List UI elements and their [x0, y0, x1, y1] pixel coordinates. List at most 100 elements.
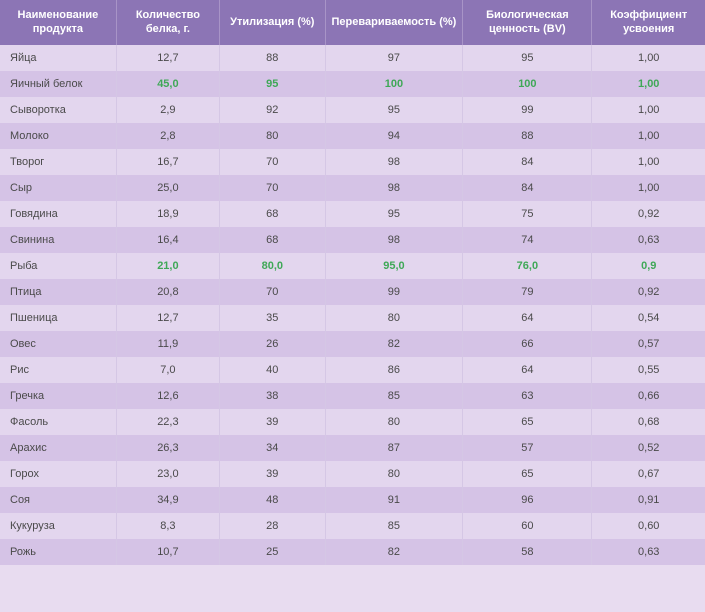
cell-bv: 84	[463, 175, 592, 201]
col-header-bv: Биологическая ценность (BV)	[463, 0, 592, 45]
cell-utilization: 80,0	[220, 253, 325, 279]
cell-protein: 26,3	[116, 435, 219, 461]
cell-name: Пшеница	[0, 305, 116, 331]
table-body: Яйца12,78897951,00Яичный белок45,0951001…	[0, 45, 705, 565]
cell-digestibility: 95	[325, 97, 463, 123]
cell-name: Фасоль	[0, 409, 116, 435]
cell-utilization: 88	[220, 45, 325, 71]
cell-coefficient: 1,00	[592, 71, 705, 97]
cell-protein: 2,9	[116, 97, 219, 123]
cell-bv: 63	[463, 383, 592, 409]
cell-utilization: 39	[220, 461, 325, 487]
cell-coefficient: 0,60	[592, 513, 705, 539]
cell-utilization: 40	[220, 357, 325, 383]
cell-utilization: 70	[220, 279, 325, 305]
cell-digestibility: 98	[325, 149, 463, 175]
cell-bv: 66	[463, 331, 592, 357]
cell-digestibility: 80	[325, 409, 463, 435]
cell-name: Овес	[0, 331, 116, 357]
table-row: Яичный белок45,0951001001,00	[0, 71, 705, 97]
cell-protein: 25,0	[116, 175, 219, 201]
protein-table: Наименование продукта Количество белка, …	[0, 0, 705, 565]
cell-name: Яичный белок	[0, 71, 116, 97]
cell-utilization: 70	[220, 175, 325, 201]
cell-protein: 7,0	[116, 357, 219, 383]
cell-bv: 64	[463, 305, 592, 331]
table-row: Свинина16,46898740,63	[0, 227, 705, 253]
table-row: Яйца12,78897951,00	[0, 45, 705, 71]
cell-bv: 100	[463, 71, 592, 97]
cell-bv: 58	[463, 539, 592, 565]
table-row: Горох23,03980650,67	[0, 461, 705, 487]
col-header-name: Наименование продукта	[0, 0, 116, 45]
cell-coefficient: 0,68	[592, 409, 705, 435]
cell-protein: 10,7	[116, 539, 219, 565]
cell-bv: 84	[463, 149, 592, 175]
cell-name: Яйца	[0, 45, 116, 71]
cell-protein: 23,0	[116, 461, 219, 487]
cell-coefficient: 0,67	[592, 461, 705, 487]
cell-protein: 22,3	[116, 409, 219, 435]
table-row: Гречка12,63885630,66	[0, 383, 705, 409]
table-row: Фасоль22,33980650,68	[0, 409, 705, 435]
cell-digestibility: 99	[325, 279, 463, 305]
cell-protein: 20,8	[116, 279, 219, 305]
cell-name: Арахис	[0, 435, 116, 461]
cell-name: Горох	[0, 461, 116, 487]
cell-digestibility: 85	[325, 513, 463, 539]
cell-protein: 21,0	[116, 253, 219, 279]
cell-protein: 11,9	[116, 331, 219, 357]
cell-digestibility: 91	[325, 487, 463, 513]
cell-bv: 64	[463, 357, 592, 383]
cell-digestibility: 97	[325, 45, 463, 71]
cell-bv: 74	[463, 227, 592, 253]
cell-name: Творог	[0, 149, 116, 175]
cell-utilization: 34	[220, 435, 325, 461]
table-row: Птица20,87099790,92	[0, 279, 705, 305]
table-row: Рис7,04086640,55	[0, 357, 705, 383]
cell-digestibility: 80	[325, 461, 463, 487]
cell-utilization: 68	[220, 201, 325, 227]
cell-name: Рожь	[0, 539, 116, 565]
cell-utilization: 38	[220, 383, 325, 409]
cell-bv: 76,0	[463, 253, 592, 279]
cell-utilization: 48	[220, 487, 325, 513]
cell-protein: 12,7	[116, 305, 219, 331]
cell-utilization: 35	[220, 305, 325, 331]
cell-coefficient: 0,92	[592, 201, 705, 227]
cell-protein: 16,7	[116, 149, 219, 175]
cell-protein: 34,9	[116, 487, 219, 513]
cell-bv: 95	[463, 45, 592, 71]
cell-bv: 96	[463, 487, 592, 513]
cell-name: Гречка	[0, 383, 116, 409]
cell-coefficient: 1,00	[592, 45, 705, 71]
col-header-utilization: Утилизация (%)	[220, 0, 325, 45]
cell-name: Птица	[0, 279, 116, 305]
cell-coefficient: 0,57	[592, 331, 705, 357]
cell-digestibility: 82	[325, 331, 463, 357]
cell-name: Рыба	[0, 253, 116, 279]
cell-digestibility: 100	[325, 71, 463, 97]
cell-digestibility: 94	[325, 123, 463, 149]
table-row: Творог16,77098841,00	[0, 149, 705, 175]
cell-digestibility: 98	[325, 175, 463, 201]
cell-name: Сыр	[0, 175, 116, 201]
cell-coefficient: 0,55	[592, 357, 705, 383]
cell-utilization: 26	[220, 331, 325, 357]
cell-coefficient: 1,00	[592, 149, 705, 175]
cell-name: Рис	[0, 357, 116, 383]
cell-bv: 57	[463, 435, 592, 461]
cell-coefficient: 0,92	[592, 279, 705, 305]
cell-bv: 60	[463, 513, 592, 539]
cell-bv: 88	[463, 123, 592, 149]
table-row: Соя34,94891960,91	[0, 487, 705, 513]
table-row: Говядина18,96895750,92	[0, 201, 705, 227]
cell-coefficient: 0,63	[592, 539, 705, 565]
cell-digestibility: 95	[325, 201, 463, 227]
cell-bv: 75	[463, 201, 592, 227]
table-row: Овес11,92682660,57	[0, 331, 705, 357]
cell-utilization: 95	[220, 71, 325, 97]
cell-digestibility: 98	[325, 227, 463, 253]
table-row: Рожь10,72582580,63	[0, 539, 705, 565]
cell-digestibility: 87	[325, 435, 463, 461]
